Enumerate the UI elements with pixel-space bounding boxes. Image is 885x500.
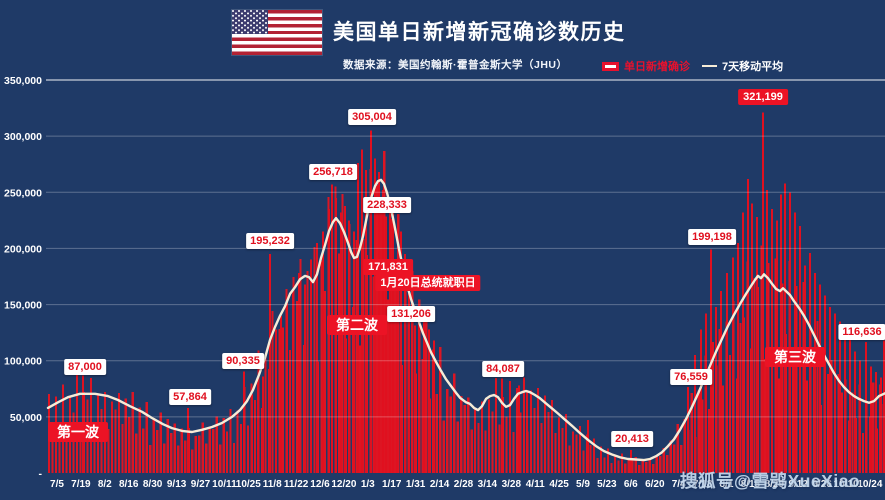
x-tick-label: 1/3: [361, 479, 375, 490]
x-tick-label: 11/8: [263, 479, 282, 490]
x-tick-label: 10/24: [857, 479, 882, 490]
spike-bars: [82, 112, 885, 473]
anno-171831: 171,831: [363, 259, 413, 275]
anno-116636: 116,636: [838, 324, 885, 340]
anno-inauguration-note: 1月20日总统就职日: [375, 275, 481, 291]
anno-20413: 20,413: [611, 431, 653, 447]
x-tick-label: 10/11: [212, 479, 237, 490]
x-tick-label: 12/6: [310, 479, 330, 490]
x-tick-label: 8/1: [720, 479, 734, 490]
anno-57864: 57,864: [169, 389, 211, 405]
x-tick-label: 11/22: [284, 479, 309, 490]
x-tick-label: 8/2: [98, 479, 112, 490]
y-axis-labels: 350,000 300,000 250,000 200,000 150,000 100,0…: [4, 75, 42, 480]
x-tick-label: 7/19: [71, 479, 91, 490]
x-tick-label: 1/31: [406, 479, 426, 490]
us-flag-canton: [232, 10, 268, 35]
y-tick-label: 250,000: [4, 187, 42, 199]
anno-195232: 195,232: [246, 233, 294, 249]
x-tick-label: 5/23: [597, 479, 617, 490]
y-tick-label: -: [39, 468, 43, 480]
bar-series-swatch-icon: [602, 61, 619, 71]
daily-bars-series: [47, 151, 885, 473]
x-tick-label: 6/6: [624, 479, 638, 490]
anno-321199: 321,199: [738, 89, 788, 105]
y-tick-label: 150,000: [4, 300, 42, 312]
x-tick-label: 6/20: [645, 479, 665, 490]
page-title: 美国单日新增新冠确诊数历史: [333, 21, 626, 44]
x-tick-label: 9/13: [167, 479, 187, 490]
legend-line-label: 7天移动平均: [722, 61, 784, 73]
anno-131206: 131,206: [387, 306, 435, 322]
x-tick-label: 2/14: [430, 479, 450, 490]
data-source-label: 数据来源：美国约翰斯·霍普金斯大学（JHU）: [343, 59, 568, 71]
y-gridlines: [46, 79, 885, 418]
anno-87000: 87,000: [64, 359, 106, 375]
y-tick-label: 350,000: [4, 75, 42, 87]
x-tick-label: 3/14: [478, 479, 498, 490]
legend-bars-label: 单日新增确诊: [624, 61, 690, 73]
x-axis-labels: 7/5 7/19 8/2 8/16 8/30 9/13 9/27 10/11 10/25 11/8…: [50, 479, 883, 490]
x-tick-label: 8/30: [143, 479, 163, 490]
x-tick-label: 10/10: [833, 479, 858, 490]
anno-256718: 256,718: [309, 164, 357, 180]
x-tick-label: 2/28: [454, 479, 474, 490]
x-tick-label: 9/27: [191, 479, 211, 490]
y-tick-label: 100,000: [4, 356, 42, 368]
anno-84087: 84,087: [482, 361, 524, 377]
y-tick-label: 200,000: [4, 243, 42, 255]
x-tick-label: 4/25: [549, 479, 569, 490]
x-tick-label: 9/12: [788, 479, 808, 490]
x-tick-label: 8/16: [119, 479, 139, 490]
x-tick-label: 3/28: [502, 479, 522, 490]
x-tick-label: 1/17: [382, 479, 402, 490]
x-tick-label: 12/20: [331, 479, 356, 490]
x-tick-label: 7/18: [693, 479, 713, 490]
x-tick-label: 7/4: [672, 479, 686, 490]
x-tick-label: 8/29: [765, 479, 785, 490]
x-tick-label: 5/9: [576, 479, 590, 490]
anno-wave-3: 第三波: [765, 347, 825, 367]
watermark: 搜狐号@雪鸮XueXiao: [680, 471, 861, 491]
y-tick-label: 300,000: [4, 131, 42, 143]
anno-199198: 199,198: [688, 229, 736, 245]
anno-wave-2: 第二波: [327, 315, 387, 335]
ma-line-series: [46, 178, 885, 462]
x-tick-label: 9/26: [812, 479, 832, 490]
x-tick-label: 10/25: [236, 479, 261, 490]
anno-76559: 76,559: [670, 369, 712, 385]
anno-228333: 228,333: [363, 197, 411, 213]
us-flag-icon: [232, 10, 322, 55]
x-tick-label: 7/5: [50, 479, 64, 490]
x-tick-label: 4/11: [526, 479, 545, 490]
legend: 单日新增确诊 7天移动平均: [602, 58, 783, 74]
y-tick-label: 50,000: [10, 412, 42, 424]
x-tick-label: 8/15: [741, 479, 761, 490]
anno-wave-1: 第一波: [48, 422, 108, 442]
anno-90335: 90,335: [222, 353, 264, 369]
line-series-swatch-icon: [702, 64, 717, 68]
anno-305004: 305,004: [348, 109, 396, 125]
